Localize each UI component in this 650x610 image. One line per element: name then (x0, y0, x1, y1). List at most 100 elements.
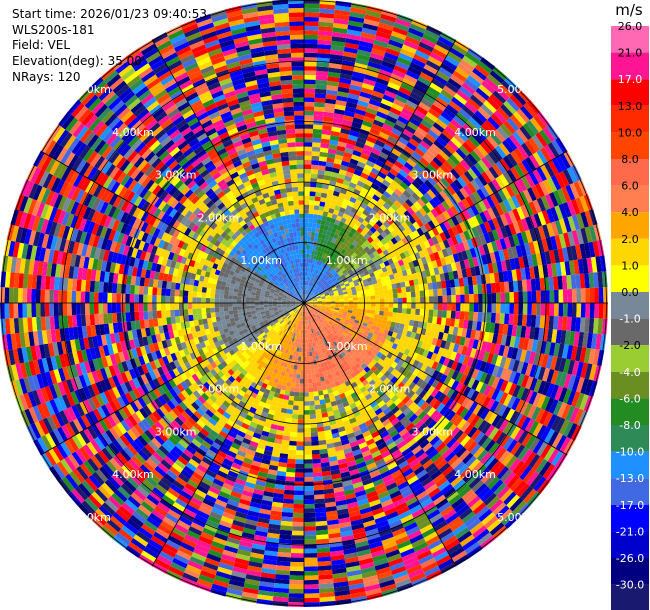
velocity-cell (314, 279, 318, 284)
velocity-cell (381, 319, 388, 325)
velocity-cell (588, 272, 595, 288)
velocity-cell (339, 77, 352, 85)
velocity-cell (304, 401, 310, 406)
velocity-cell (330, 298, 336, 301)
velocity-cell (297, 432, 304, 438)
velocity-cell (449, 47, 465, 60)
velocity-cell (360, 264, 366, 270)
velocity-cell (304, 83, 316, 89)
velocity-cell (308, 267, 312, 273)
velocity-cell (304, 249, 307, 254)
velocity-cell (457, 200, 467, 212)
velocity-cell (442, 303, 448, 311)
velocity-cell (598, 303, 604, 319)
velocity-cell (383, 339, 390, 346)
velocity-cell (410, 314, 416, 321)
velocity-cell (451, 295, 456, 303)
velocity-cell (500, 260, 508, 272)
velocity-cell (365, 265, 372, 271)
velocity-cell (455, 362, 463, 373)
velocity-cell (331, 126, 342, 133)
velocity-cell (468, 338, 475, 349)
velocity-cell (357, 246, 364, 253)
velocity-cell (434, 354, 442, 363)
velocity-cell (360, 152, 370, 161)
velocity-cell (446, 287, 452, 296)
velocity-cell (588, 318, 595, 334)
velocity-cell (307, 290, 310, 295)
velocity-cell (293, 495, 304, 500)
velocity-cell (397, 303, 403, 309)
velocity-cell (485, 342, 492, 353)
velocity-cell (323, 248, 328, 254)
velocity-cell (314, 494, 325, 500)
velocity-cell (502, 139, 514, 154)
velocity-cell (332, 190, 340, 197)
velocity-cell (350, 342, 357, 348)
velocity-cell (375, 303, 380, 307)
velocity-cell (515, 268, 522, 281)
velocity-cell (406, 291, 412, 298)
velocity-cell (536, 197, 547, 212)
velocity-cell (431, 361, 439, 370)
velocity-cell (349, 271, 355, 277)
velocity-cell (415, 290, 421, 298)
velocity-cell (418, 41, 434, 53)
velocity-cell (515, 399, 525, 413)
velocity-cell (576, 303, 582, 318)
velocity-cell (342, 269, 348, 275)
velocity-cell (443, 174, 454, 185)
velocity-cell (314, 284, 319, 290)
velocity-cell (314, 200, 321, 206)
velocity-cell (343, 264, 350, 270)
velocity-cell (478, 394, 488, 406)
velocity-cell (295, 463, 304, 469)
velocity-cell (383, 271, 389, 277)
velocity-cell (493, 272, 500, 283)
velocity-cell (318, 276, 323, 282)
velocity-cell (517, 314, 523, 326)
velocity-cell (342, 213, 349, 220)
velocity-cell (431, 217, 440, 227)
velocity-cell (316, 307, 321, 311)
velocity-cell (313, 489, 325, 495)
velocity-cell (422, 204, 431, 214)
velocity-cell (337, 257, 343, 264)
velocity-cell (505, 408, 516, 422)
velocity-cell (473, 147, 485, 160)
velocity-cell (404, 74, 418, 84)
velocity-cell (395, 18, 412, 28)
velocity-cell (321, 252, 326, 259)
velocity-cell (367, 61, 382, 70)
velocity-cell (521, 218, 530, 232)
velocity-cell (308, 303, 313, 306)
velocity-cell (536, 149, 548, 165)
velocity-cell (311, 160, 319, 166)
velocity-cell (314, 400, 321, 406)
velocity-cell (304, 378, 309, 384)
velocity-cell (579, 317, 586, 333)
velocity-cell (451, 303, 456, 311)
velocity-cell (433, 44, 450, 56)
velocity-cell (322, 274, 327, 279)
velocity-cell (325, 98, 337, 105)
velocity-cell (368, 56, 383, 65)
velocity-cell (537, 353, 545, 367)
velocity-cell (502, 171, 514, 185)
velocity-cell (459, 126, 472, 139)
velocity-cell (461, 198, 471, 210)
velocity-cell (408, 337, 415, 345)
velocity-cell (312, 303, 318, 305)
velocity-cell (389, 168, 399, 177)
velocity-cell (422, 349, 430, 358)
velocity-cell (335, 256, 341, 262)
velocity-cell (368, 98, 381, 107)
velocity-cell (353, 169, 363, 177)
velocity-cell (446, 237, 455, 247)
velocity-cell (372, 194, 381, 202)
velocity-cell (283, 394, 290, 401)
velocity-cell (329, 268, 334, 274)
velocity-cell (305, 262, 309, 268)
velocity-cell (340, 202, 348, 210)
velocity-cell (375, 306, 380, 311)
